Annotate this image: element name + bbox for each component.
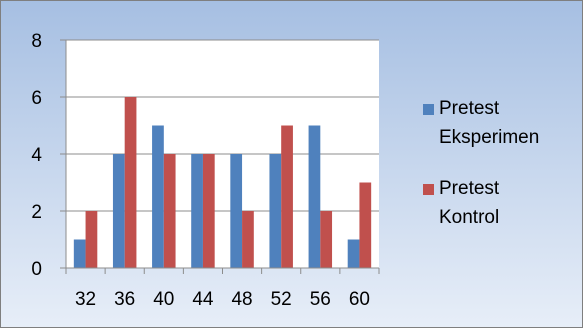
legend-label: Pretest Eksperimen	[439, 98, 539, 148]
bars	[73, 97, 372, 268]
bar	[320, 211, 333, 268]
legend-swatch	[423, 184, 434, 195]
bar	[269, 154, 282, 268]
bar	[308, 125, 321, 268]
legend-label-line: Eksperimen	[439, 127, 539, 148]
bar	[202, 154, 215, 268]
bar	[281, 125, 293, 268]
y-tick-label: 4	[31, 145, 42, 166]
x-tick-label: 32	[75, 289, 96, 310]
x-tick-label: 40	[153, 289, 174, 310]
bar	[347, 239, 360, 268]
bar	[191, 154, 203, 268]
bar	[359, 182, 372, 268]
y-tick-label: 6	[31, 88, 42, 109]
y-tick-label: 0	[31, 259, 42, 280]
bar	[73, 239, 86, 268]
legend-swatch	[423, 104, 434, 115]
bar	[124, 97, 137, 268]
x-tick-label: 44	[192, 289, 214, 310]
bar	[152, 125, 164, 268]
bar	[242, 211, 254, 268]
bar	[85, 211, 98, 268]
x-tick-label: 36	[114, 289, 135, 310]
bar	[163, 154, 176, 268]
legend-label-line: Pretest	[439, 178, 500, 199]
axes: 0 2 4 6 8 32 36 40 44 48 52 56 60	[31, 31, 380, 310]
x-tick-label: 56	[310, 289, 331, 310]
x-tick-label: 52	[271, 289, 292, 310]
legend-label: Pretest Kontrol	[439, 178, 500, 228]
legend: Pretest Eksperimen Pretest Kontrol	[423, 98, 539, 228]
x-tick-label: 60	[349, 289, 370, 310]
x-tick-label: 48	[231, 289, 252, 310]
y-tick-label: 2	[31, 202, 42, 223]
y-tick-label: 8	[31, 31, 42, 52]
bar	[112, 154, 125, 268]
legend-label-line: Pretest	[439, 98, 500, 119]
bar	[230, 154, 243, 268]
legend-label-line: Kontrol	[439, 207, 499, 228]
